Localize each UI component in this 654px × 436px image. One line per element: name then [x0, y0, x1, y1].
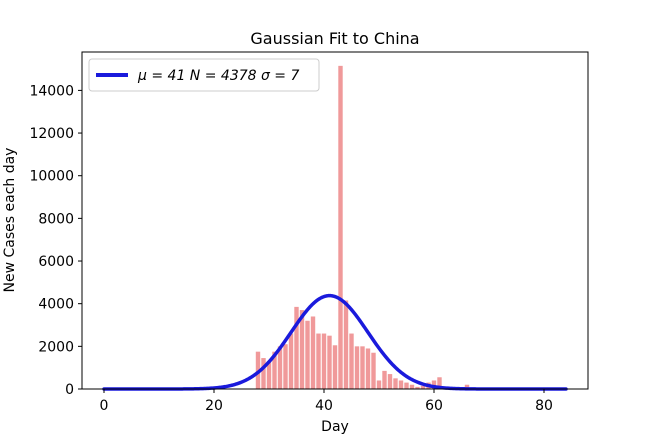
- bar: [327, 335, 332, 389]
- bar: [409, 384, 415, 389]
- bar: [321, 333, 327, 389]
- bar: [294, 306, 299, 389]
- y-ticks: 0 2000 4000 6000 8000 10000 12000 14000: [29, 83, 82, 398]
- bar: [316, 333, 321, 389]
- bar: [420, 385, 426, 389]
- bar: [343, 300, 349, 389]
- bar: [288, 333, 294, 389]
- legend-frame: [88, 58, 320, 92]
- y-tick-label: 6000: [38, 254, 74, 270]
- bar: [338, 65, 343, 390]
- bar: [266, 361, 272, 389]
- bar: [365, 348, 371, 389]
- x-tick-label: 20: [205, 398, 223, 414]
- bar: [431, 380, 437, 389]
- y-tick-label: 12000: [29, 126, 74, 142]
- bar: [299, 310, 305, 389]
- bars-layer: [255, 65, 470, 390]
- y-axis-label: New Cases each day: [2, 148, 18, 293]
- x-axis-label: Day: [321, 419, 349, 435]
- y-tick-label: 10000: [29, 169, 74, 185]
- x-tick-label: 0: [100, 398, 109, 414]
- bar: [387, 374, 393, 389]
- bar: [261, 358, 266, 389]
- chart-title: Gaussian Fit to China: [250, 29, 419, 48]
- bar: [415, 386, 420, 389]
- bar: [349, 333, 354, 389]
- bar: [437, 377, 442, 389]
- bar: [354, 346, 360, 389]
- bar: [277, 346, 283, 389]
- y-tick-label: 14000: [29, 83, 74, 99]
- y-tick-label: 2000: [38, 339, 74, 355]
- bar: [398, 380, 404, 389]
- bar: [360, 346, 365, 389]
- bar: [283, 344, 288, 389]
- y-tick-label: 8000: [38, 211, 74, 227]
- bar: [404, 382, 409, 389]
- legend-fit-label: μ = 41 N = 4378 σ = 7: [137, 68, 299, 84]
- x-tick-label: 60: [425, 398, 443, 414]
- y-tick-label: 4000: [38, 297, 74, 313]
- plot-frame: [81, 51, 589, 390]
- x-tick-label: 40: [315, 398, 333, 414]
- y-tick-label: 0: [65, 382, 74, 398]
- bar: [376, 380, 382, 389]
- bar: [305, 320, 310, 389]
- bar: [371, 352, 376, 389]
- bar: [310, 316, 316, 389]
- x-ticks: 0 20 40 60 80: [100, 389, 553, 414]
- bar: [332, 345, 338, 389]
- bar: [393, 378, 398, 389]
- bar: [272, 351, 277, 389]
- bar: [382, 370, 387, 389]
- bar: [464, 384, 470, 389]
- legend: μ = 41 N = 4378 σ = 7: [88, 58, 320, 92]
- x-tick-label: 80: [535, 398, 553, 414]
